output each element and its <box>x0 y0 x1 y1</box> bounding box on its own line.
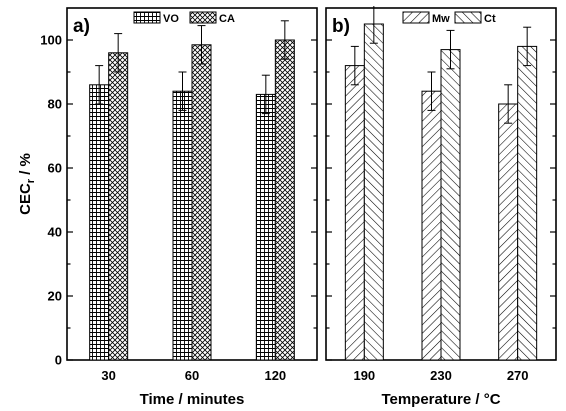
legend-swatch <box>189 11 217 24</box>
legend-swatch <box>133 11 161 24</box>
bar <box>440 49 461 361</box>
y-tick-label: 20 <box>48 289 62 304</box>
bar <box>255 93 276 361</box>
x-tick-label: 230 <box>430 368 452 383</box>
x-tick-label: 60 <box>185 368 199 383</box>
panel-label: b) <box>332 16 350 37</box>
legend-label: Ct <box>484 13 496 25</box>
panel-label: a) <box>73 16 90 37</box>
y-axis-label: CECr / % <box>17 153 37 215</box>
x-tick-label: 120 <box>264 368 286 383</box>
bar <box>344 65 365 361</box>
x-tick-label: 270 <box>507 368 529 383</box>
y-tick-label: 80 <box>48 97 62 112</box>
bar <box>363 23 384 361</box>
legend-label: VO <box>163 13 179 25</box>
x-tick-label: 190 <box>353 368 375 383</box>
legend-swatch <box>402 11 430 24</box>
bar <box>274 39 295 361</box>
y-tick-label: 40 <box>48 225 62 240</box>
legend-swatch <box>454 11 482 24</box>
y-tick-label: 60 <box>48 161 62 176</box>
bar <box>517 45 538 361</box>
panel-b: 190 230 270 b) Mw Ct Temperature / °C <box>325 6 557 408</box>
bar <box>191 44 212 361</box>
y-tick-label: 0 <box>55 353 62 368</box>
x-axis-label: Time / minutes <box>140 391 245 408</box>
x-axis-label: Temperature / °C <box>381 391 500 408</box>
x-tick-label: 30 <box>101 368 115 383</box>
bar <box>108 52 129 361</box>
legend-label: Mw <box>432 13 450 25</box>
bar <box>498 103 519 361</box>
legend-label: CA <box>219 13 235 25</box>
y-tick-label: 100 <box>40 33 62 48</box>
panel-a: 0 20 40 60 80 100 30 60 120 a) VO CA Time / minutes <box>40 7 318 408</box>
bar <box>89 84 110 361</box>
shared-labels: CECr / % <box>17 153 37 215</box>
bar <box>421 90 442 361</box>
bar <box>172 90 193 361</box>
